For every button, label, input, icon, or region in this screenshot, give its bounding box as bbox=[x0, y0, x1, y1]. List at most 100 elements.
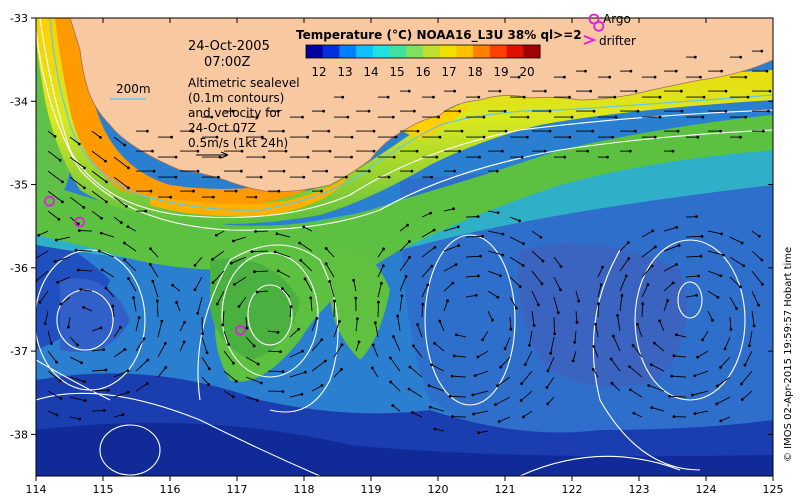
velocity-vector-head bbox=[429, 212, 432, 215]
velocity-vector-head bbox=[76, 344, 79, 347]
velocity-vector-head bbox=[194, 288, 197, 291]
velocity-vector-head bbox=[546, 386, 549, 389]
velocity-vector-head bbox=[409, 366, 412, 369]
velocity-vector-head bbox=[433, 342, 436, 345]
velocity-vector-head bbox=[416, 150, 419, 153]
velocity-vector-head bbox=[611, 136, 614, 139]
velocity-vector-head bbox=[132, 296, 135, 299]
velocity-vector-head bbox=[434, 428, 437, 431]
velocity-vector-head bbox=[297, 328, 300, 331]
velocity-vector-head bbox=[164, 342, 167, 345]
velocity-vector-head bbox=[591, 130, 594, 133]
velocity-vector-head bbox=[767, 110, 770, 113]
velocity-vector-head bbox=[341, 96, 344, 99]
velocity-vector-head bbox=[78, 143, 81, 146]
velocity-vector-head bbox=[260, 382, 263, 385]
velocity-vector-head bbox=[281, 287, 284, 290]
velocity-vector-head bbox=[127, 369, 130, 372]
velocity-vector-head bbox=[282, 130, 285, 133]
velocity-vector-head bbox=[592, 368, 595, 371]
velocity-vector-head bbox=[633, 412, 636, 415]
velocity-vector-head bbox=[368, 110, 371, 113]
velocity-vector-head bbox=[573, 341, 576, 344]
date-label: 24-Oct-2005 bbox=[188, 39, 270, 54]
velocity-vector-head bbox=[501, 150, 504, 153]
velocity-vector-head bbox=[499, 90, 502, 93]
velocity-vector-head bbox=[382, 247, 385, 250]
velocity-vector-head bbox=[55, 361, 58, 364]
velocity-vector-head bbox=[702, 116, 705, 119]
velocity-vector-head bbox=[740, 383, 743, 386]
velocity-vector-head bbox=[451, 415, 454, 418]
velocity-vector-head bbox=[161, 320, 164, 323]
velocity-vector-head bbox=[719, 274, 722, 277]
velocity-vector-head bbox=[453, 90, 456, 93]
velocity-vector-head bbox=[327, 130, 330, 133]
velocity-vector-head bbox=[675, 226, 678, 229]
velocity-vector-head bbox=[654, 76, 657, 79]
velocity-vector-head bbox=[761, 283, 764, 286]
velocity-vector-head bbox=[501, 254, 504, 257]
velocity-vector-head bbox=[412, 344, 415, 347]
velocity-vector-head bbox=[164, 366, 167, 369]
velocity-vector-head bbox=[527, 116, 530, 119]
velocity-vector-head bbox=[606, 156, 609, 159]
velocity-vector-head bbox=[471, 394, 474, 397]
velocity-vector-head bbox=[654, 246, 657, 249]
velocity-vector-head bbox=[329, 150, 332, 153]
velocity-vector-head bbox=[256, 399, 259, 402]
velocity-vector-head bbox=[290, 305, 293, 308]
velocity-vector-head bbox=[739, 56, 742, 59]
velocity-vector-head bbox=[389, 381, 392, 384]
velocity-vector-head bbox=[730, 328, 733, 331]
velocity-vector-head bbox=[457, 226, 460, 229]
velocity-vector-head bbox=[380, 282, 383, 285]
velocity-vector-head bbox=[616, 314, 619, 317]
velocity-vector-head bbox=[742, 264, 745, 267]
velocity-vector-head bbox=[408, 240, 411, 243]
velocity-vector-head bbox=[695, 215, 698, 218]
velocity-vector-head bbox=[724, 347, 727, 350]
bathy-label: 200m bbox=[116, 82, 151, 96]
velocity-vector-head bbox=[637, 110, 640, 113]
velocity-vector-head bbox=[149, 190, 152, 193]
velocity-vector-head bbox=[227, 343, 230, 346]
velocity-vector-head bbox=[299, 259, 302, 262]
velocity-vector-head bbox=[477, 431, 480, 434]
velocity-vector-head bbox=[481, 235, 484, 238]
lon-tick-label: 120 bbox=[428, 483, 449, 496]
velocity-vector-head bbox=[452, 207, 455, 210]
velocity-vector-head bbox=[625, 275, 628, 278]
velocity-vector-head bbox=[320, 190, 323, 193]
colorbar-swatch bbox=[507, 45, 524, 58]
lon-tick-label: 117 bbox=[227, 483, 248, 496]
velocity-vector-head bbox=[57, 218, 60, 221]
velocity-vector-head bbox=[208, 367, 211, 370]
colorbar-swatch bbox=[456, 45, 473, 58]
velocity-vector-head bbox=[518, 219, 521, 222]
velocity-vector-head bbox=[405, 275, 408, 278]
velocity-vector-head bbox=[611, 382, 614, 385]
velocity-vector-head bbox=[197, 170, 200, 173]
velocity-vector-head bbox=[392, 116, 395, 119]
velocity-vector-head bbox=[576, 321, 579, 324]
velocity-vector-head bbox=[39, 301, 42, 304]
velocity-vector-head bbox=[762, 130, 765, 133]
velocity-vector-head bbox=[435, 156, 438, 159]
velocity-vector-head bbox=[627, 257, 630, 260]
velocity-vector-head bbox=[255, 196, 258, 199]
velocity-vector-head bbox=[307, 156, 310, 159]
colorbar-swatch bbox=[523, 45, 540, 58]
velocity-vector-head bbox=[215, 234, 218, 237]
velocity-vector-head bbox=[101, 268, 104, 271]
velocity-vector-head bbox=[279, 350, 282, 353]
velocity-vector-head bbox=[304, 277, 307, 280]
velocity-vector-head bbox=[408, 388, 411, 391]
velocity-vector-head bbox=[449, 395, 452, 398]
lon-tick-label: 122 bbox=[562, 483, 583, 496]
velocity-vector-head bbox=[107, 389, 110, 392]
drifter-legend-label: drifter bbox=[599, 34, 636, 48]
velocity-vector-head bbox=[753, 324, 756, 327]
velocity-vector-head bbox=[263, 156, 266, 159]
velocity-vector-head bbox=[651, 229, 654, 232]
